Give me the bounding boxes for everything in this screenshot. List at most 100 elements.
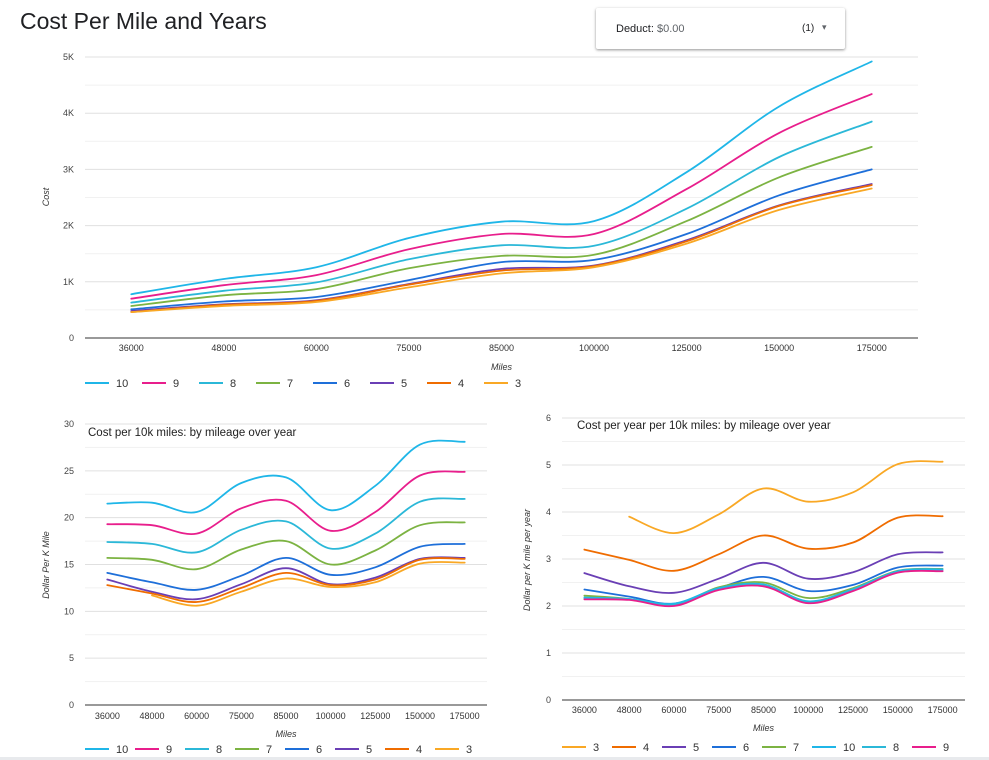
y-axis-title: Dollar per K mile per year xyxy=(522,508,532,611)
y-tick-label: 6 xyxy=(546,413,551,423)
chart-peryear: 0 1 2 3 4 5 6 36000 48000 60000 75000 85000 100000 12… xyxy=(522,413,965,754)
series-line-7 xyxy=(130,146,873,307)
x-tick-label: 150000 xyxy=(405,711,435,721)
x-tick-label: 125000 xyxy=(360,711,390,721)
series-line-9 xyxy=(583,569,944,608)
legend-label-6: 6 xyxy=(344,378,350,390)
deduct-filter-label: Deduct: $0.00 xyxy=(616,23,685,35)
y-tick-label: 5 xyxy=(546,460,551,470)
y-tick-label: 3 xyxy=(546,554,551,564)
legend-label-4: 4 xyxy=(416,744,422,756)
legend-label-8: 8 xyxy=(893,742,899,754)
x-tick-label: 100000 xyxy=(316,711,346,721)
x-tick-label: 85000 xyxy=(489,343,514,353)
x-tick-label: 36000 xyxy=(572,705,597,715)
legend-label-7: 7 xyxy=(793,742,799,754)
x-axis-title: Miles xyxy=(753,723,775,733)
caret-down-icon[interactable]: ▾ xyxy=(822,22,827,32)
series-line-3 xyxy=(628,460,944,535)
x-tick-label: 48000 xyxy=(617,705,642,715)
series-line-3 xyxy=(130,187,873,313)
y-tick-label: 0 xyxy=(69,700,74,710)
deduct-filter-value: $0.00 xyxy=(656,23,685,35)
y-tick-label: 2K xyxy=(63,221,74,231)
series-line-7 xyxy=(106,521,466,571)
x-tick-label: 100000 xyxy=(579,343,609,353)
series-line-6 xyxy=(130,168,873,311)
series-line-6 xyxy=(106,543,466,591)
y-tick-label: 0 xyxy=(69,333,74,343)
series-line-10 xyxy=(106,439,466,514)
series-line-3 xyxy=(151,560,466,607)
x-tick-label: 75000 xyxy=(396,343,421,353)
series-line-8 xyxy=(106,497,466,554)
legend-label-3: 3 xyxy=(466,744,472,756)
legend-label-6: 6 xyxy=(743,742,749,754)
deduct-filter-count: (1) xyxy=(802,23,815,34)
y-tick-label: 20 xyxy=(64,513,74,523)
x-axis-title: Miles xyxy=(491,362,513,372)
y-tick-label: 10 xyxy=(64,606,74,616)
chart-cost: 0 1K 2K 3K 4K 5K 36000 48000 60000 75000 85000 1000… xyxy=(41,52,918,390)
series-line-8 xyxy=(130,120,873,304)
series-line-9 xyxy=(130,93,873,300)
y-tick-label: 1 xyxy=(546,648,551,658)
legend-label-6: 6 xyxy=(316,744,322,756)
y-tick-label: 4K xyxy=(63,108,74,118)
legend-label-7: 7 xyxy=(287,378,293,390)
x-tick-label: 60000 xyxy=(184,711,209,721)
y-tick-label: 0 xyxy=(546,695,551,705)
legend-label-5: 5 xyxy=(366,744,372,756)
legend-label-5: 5 xyxy=(693,742,699,754)
deduct-filter-control[interactable]: Deduct: $0.00 (1) ▾ xyxy=(596,8,845,49)
series-line-4 xyxy=(130,184,873,313)
y-axis-title: Cost xyxy=(41,187,51,206)
legend-label-3: 3 xyxy=(593,742,599,754)
chart-title: Cost per year per 10k miles: by mileage … xyxy=(577,420,831,432)
legend-label-8: 8 xyxy=(230,378,236,390)
legend: 10 9 8 7 6 5 4 3 xyxy=(85,378,521,390)
x-tick-label: 85000 xyxy=(273,711,298,721)
x-tick-label: 125000 xyxy=(838,705,868,715)
y-axis-title: Dollar Per K Mile xyxy=(41,531,51,599)
x-axis-title: Miles xyxy=(275,729,297,739)
legend-label-4: 4 xyxy=(643,742,649,754)
legend-label-10: 10 xyxy=(116,378,128,390)
chart-perk: 0 5 10 15 20 25 30 36000 48000 60000 75000 85000 100… xyxy=(41,419,487,756)
x-tick-label: 75000 xyxy=(229,711,254,721)
legend-label-10: 10 xyxy=(116,744,128,756)
legend-label-9: 9 xyxy=(943,742,949,754)
legend: 10 9 8 7 6 5 4 3 xyxy=(85,744,472,756)
x-tick-label: 48000 xyxy=(211,343,236,353)
legend-label-3: 3 xyxy=(515,378,521,390)
y-tick-label: 15 xyxy=(64,560,74,570)
legend-label-5: 5 xyxy=(401,378,407,390)
y-tick-label: 5 xyxy=(69,653,74,663)
legend-label-9: 9 xyxy=(173,378,179,390)
x-tick-label: 175000 xyxy=(450,711,480,721)
x-tick-label: 36000 xyxy=(95,711,120,721)
x-tick-label: 175000 xyxy=(857,343,887,353)
chart-title: Cost per 10k miles: by mileage over year xyxy=(88,427,297,439)
series-line-4 xyxy=(583,514,944,572)
y-tick-label: 25 xyxy=(64,466,74,476)
x-tick-label: 48000 xyxy=(139,711,164,721)
y-tick-label: 2 xyxy=(546,601,551,611)
y-tick-label: 5K xyxy=(63,52,74,62)
series-line-6 xyxy=(583,564,944,605)
x-tick-label: 36000 xyxy=(119,343,144,353)
series-line-10 xyxy=(130,60,873,296)
y-tick-label: 30 xyxy=(64,419,74,429)
y-tick-label: 1K xyxy=(63,277,74,287)
legend: 3 4 5 6 7 10 8 9 xyxy=(562,742,949,754)
x-tick-label: 125000 xyxy=(672,343,702,353)
page-footer-divider xyxy=(0,757,989,760)
x-tick-label: 100000 xyxy=(793,705,823,715)
x-tick-label: 75000 xyxy=(706,705,731,715)
series-line-9 xyxy=(106,470,466,536)
series-line-5 xyxy=(106,556,466,601)
y-tick-label: 4 xyxy=(546,507,551,517)
series-line-4 xyxy=(106,557,466,603)
x-tick-label: 150000 xyxy=(883,705,913,715)
